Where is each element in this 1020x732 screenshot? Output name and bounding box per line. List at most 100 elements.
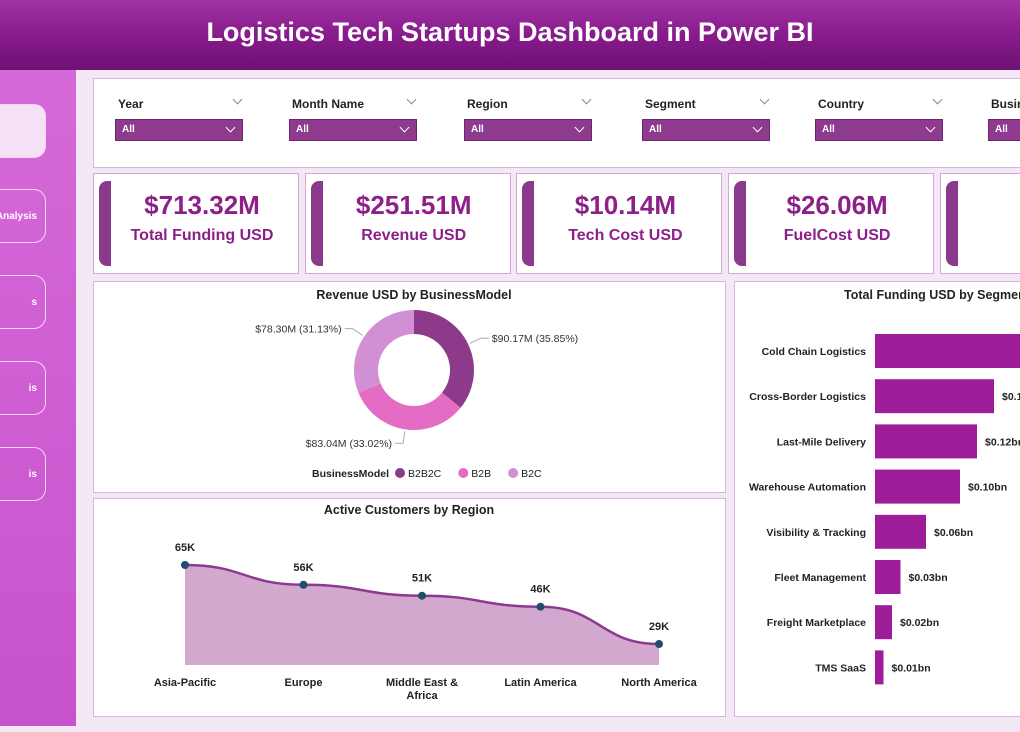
data-label: 51K xyxy=(412,573,432,585)
kpi-value: $10.14M xyxy=(574,190,676,220)
filter-label: Region xyxy=(467,97,508,111)
legend-swatch xyxy=(508,468,519,478)
x-tick-label: Europe xyxy=(284,677,323,689)
data-label: $78.30M (31.13%) xyxy=(255,324,341,336)
data-point xyxy=(536,602,545,611)
bar xyxy=(875,605,892,640)
donut-slice xyxy=(358,383,461,430)
header-bar xyxy=(0,0,1020,70)
data-label: $0.10bn xyxy=(968,482,1007,494)
filter-value: All xyxy=(822,124,835,135)
legend-swatch xyxy=(395,468,405,478)
filter-dropdown[interactable]: All xyxy=(988,119,1020,141)
data-label: $83.04M (33.02%) xyxy=(306,438,392,450)
filter-value: All xyxy=(995,124,1008,135)
kpi-card: $10.14M Tech Cost USD xyxy=(516,173,723,274)
kpi-label: Revenue USD xyxy=(361,227,467,244)
kpi-accent xyxy=(310,181,323,266)
kpi-accent xyxy=(522,181,535,266)
filter-dropdown[interactable]: All xyxy=(642,119,770,141)
kpi-label: Tech Cost USD xyxy=(568,227,683,244)
kpi-accent xyxy=(945,181,958,266)
dashboard-title: Logistics Tech Startups Dashboard in Pow… xyxy=(206,17,814,47)
bar xyxy=(875,650,884,685)
leader-line xyxy=(344,328,363,336)
legend-title: BusinessModel xyxy=(312,468,389,480)
data-label: 65K xyxy=(175,542,195,554)
y-tick-label: Cross-Border Logistics xyxy=(749,391,866,403)
filter-dropdown[interactable]: All xyxy=(464,119,592,141)
nav-button[interactable] xyxy=(0,104,46,158)
kpi-value: $251.51M xyxy=(355,190,472,220)
data-label: $90.17M (35.85%) xyxy=(492,333,578,345)
y-tick-label: TMS SaaS xyxy=(815,662,866,674)
legend-label: B2B xyxy=(471,468,491,480)
leader-line xyxy=(395,431,406,444)
legend-swatch xyxy=(458,468,469,478)
chart-title: Revenue USD by BusinessModel xyxy=(316,288,511,302)
kpi-card: $251.51M Revenue USD xyxy=(304,173,511,274)
data-point xyxy=(299,580,308,589)
filter-label: Year xyxy=(118,97,144,111)
kpi-card: $26.06M FuelCost USD xyxy=(728,173,935,274)
bar xyxy=(875,514,926,549)
kpi-card: $713.32M Total Funding USD xyxy=(93,173,299,274)
x-tick-label: Asia-Pacific xyxy=(153,677,217,689)
chart-title: Total Funding USD by Segment xyxy=(844,288,1020,302)
sidebar: Analysis s is is xyxy=(0,70,76,726)
dropdown-chevron xyxy=(925,122,936,133)
filter-label: Month Name xyxy=(292,97,364,111)
filter-dropdown[interactable]: All xyxy=(115,119,243,141)
bar xyxy=(875,469,960,504)
y-tick-label: Visibility & Tracking xyxy=(766,527,866,539)
kpi-value: $26.06M xyxy=(786,190,888,220)
x-tick-label: Middle East & Africa xyxy=(385,677,459,702)
dropdown-chevron xyxy=(399,122,410,133)
data-label: $0.02bn xyxy=(900,617,939,629)
filter-label: Country xyxy=(818,97,864,111)
y-tick-label: Last-Mile Delivery xyxy=(777,436,866,448)
y-tick-label: Warehouse Automation xyxy=(749,482,866,494)
kpi-value: 4 xyxy=(953,190,1020,221)
filter-label: Busin xyxy=(991,97,1020,111)
filter-value: All xyxy=(122,124,135,135)
kpi-value: $713.32M xyxy=(144,190,260,220)
kpi-accent xyxy=(99,181,111,266)
filter-dropdown[interactable]: All xyxy=(815,119,943,141)
data-point xyxy=(418,591,426,600)
dropdown-chevron xyxy=(752,122,763,133)
data-label: $0.12bn xyxy=(985,436,1020,448)
data-label: $0.01bn xyxy=(892,662,931,674)
nav-button[interactable]: Analysis xyxy=(0,189,46,243)
dropdown-chevron xyxy=(225,122,236,133)
dropdown-chevron xyxy=(574,122,585,133)
nav-button[interactable]: s xyxy=(0,275,46,329)
y-tick-label: Freight Marketplace xyxy=(767,617,866,629)
bar xyxy=(875,379,994,414)
y-tick-label: Fleet Management xyxy=(774,572,866,584)
legend-label: B2C xyxy=(521,468,542,480)
nav-button[interactable]: is xyxy=(0,361,46,415)
x-tick-label: Latin America xyxy=(504,677,577,689)
kpi-card: 4 Avg. A xyxy=(939,173,1020,274)
donut-slice xyxy=(354,310,414,393)
filter-label: Segment xyxy=(645,97,696,111)
data-label: $0.06bn xyxy=(934,527,973,539)
data-label: 29K xyxy=(649,621,669,633)
kpi-label: Total Funding USD xyxy=(130,227,274,244)
kpi-accent xyxy=(734,181,747,266)
chart-title: Active Customers by Region xyxy=(324,503,494,517)
data-label: $0.14bn xyxy=(1002,391,1020,403)
legend-label: B2B2C xyxy=(408,468,442,480)
data-point xyxy=(181,561,189,569)
nav-button[interactable]: is xyxy=(0,447,46,501)
leader-line xyxy=(469,337,489,344)
area-fill xyxy=(185,565,659,665)
donut-slice xyxy=(414,310,474,408)
filter-dropdown[interactable]: All xyxy=(289,119,417,141)
kpi-label: FuelCost USD xyxy=(783,227,891,244)
data-point xyxy=(655,640,663,648)
kpi-label: Avg. A xyxy=(953,227,1020,245)
data-label: $0.03bn xyxy=(909,572,948,584)
